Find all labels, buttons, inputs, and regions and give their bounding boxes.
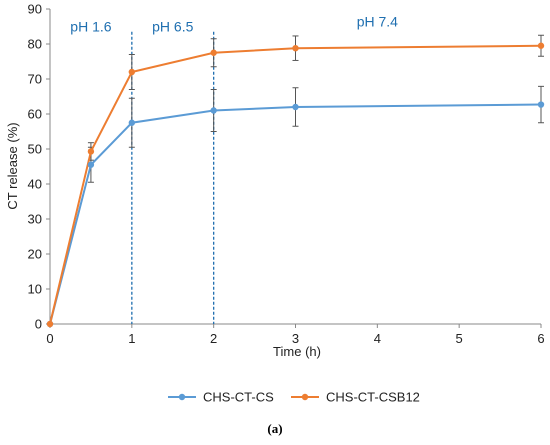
data-points	[46, 42, 545, 328]
legend-label-1: CHS-CT-CS	[203, 390, 274, 405]
x-tick-label: 6	[537, 331, 544, 346]
y-tick-label: 40	[28, 177, 42, 192]
data-point-series-2	[87, 148, 95, 155]
data-point-series-1	[87, 161, 95, 168]
data-point-series-1	[537, 101, 545, 108]
y-tick-label: 10	[28, 282, 42, 297]
x-tick-label: 0	[46, 331, 53, 346]
phase-markers: pH 1.6 pH 6.5 pH 7.4	[70, 13, 398, 324]
y-tick-label: 70	[28, 72, 42, 87]
data-point-series-1	[292, 103, 299, 111]
x-tick-label: 5	[456, 331, 463, 346]
x-axis-title: Time (h)	[273, 344, 321, 359]
x-tick-label: 2	[210, 331, 217, 346]
legend-swatch-marker-2	[301, 393, 309, 401]
legend-swatch-marker-1	[178, 393, 186, 401]
figure-caption: (a)	[267, 421, 282, 436]
tick-labels: 0 10 20 30 40 50 60 70 80 90 0 1 2 3 4 5 6	[28, 2, 545, 347]
y-axis-title: CT release (%)	[5, 122, 20, 209]
data-point-series-2	[128, 68, 136, 76]
phase-label: pH 1.6	[70, 19, 111, 35]
y-tick-label: 20	[28, 247, 42, 262]
x-tick-label: 3	[292, 331, 299, 346]
data-point-series-2	[537, 42, 545, 49]
y-tick-label: 60	[28, 107, 42, 122]
data-point-series-1	[128, 119, 136, 126]
phase-label: pH 6.5	[152, 19, 193, 35]
series-line-2	[49, 44, 542, 325]
legend: CHS-CT-CS CHS-CT-CSB12	[168, 390, 420, 405]
y-tick-label: 0	[35, 317, 42, 332]
series-line-1	[49, 103, 542, 325]
axes	[46, 8, 542, 328]
error-bars	[87, 34, 544, 183]
x-tick-label: 4	[374, 331, 381, 346]
data-point-series-2	[292, 45, 299, 52]
series-lines	[49, 44, 542, 325]
phase-label: pH 7.4	[357, 13, 398, 29]
legend-label-2: CHS-CT-CSB12	[326, 390, 420, 405]
y-tick-label: 50	[28, 142, 42, 157]
y-tick-label: 80	[28, 37, 42, 52]
data-point-series-2	[46, 320, 54, 328]
y-tick-label: 90	[28, 2, 42, 17]
data-point-series-2	[210, 49, 217, 56]
data-point-series-1	[210, 107, 217, 114]
y-tick-label: 30	[28, 212, 42, 227]
x-tick-label: 1	[128, 331, 135, 346]
